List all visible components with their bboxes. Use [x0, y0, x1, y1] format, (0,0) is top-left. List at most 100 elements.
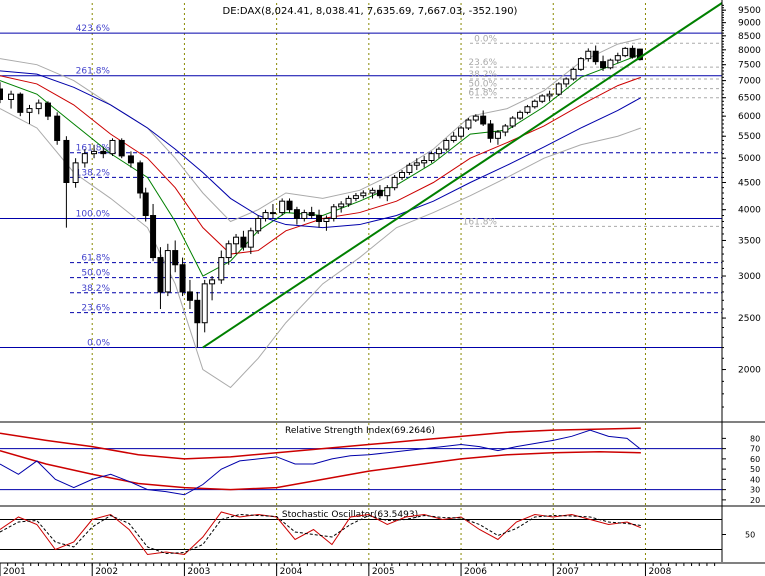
y-tick-label: 9000 — [738, 19, 761, 29]
rsi-y-tick-label: 60 — [750, 455, 760, 464]
y-tick-label: 7500 — [738, 61, 761, 71]
x-tick-label: 2004 — [280, 567, 303, 576]
candle-body — [293, 209, 300, 219]
candle-body — [406, 164, 413, 173]
candle-body — [428, 153, 435, 162]
candle-body — [201, 283, 208, 324]
candle-body — [352, 195, 359, 199]
candle-body — [384, 187, 391, 197]
y-tick-label: 6500 — [738, 94, 761, 104]
candle-body — [502, 125, 509, 133]
candle-body — [443, 139, 450, 150]
candle-body — [570, 68, 577, 80]
candle-body — [391, 176, 398, 189]
moving-average-line — [0, 75, 642, 255]
main-panel: 0.0%23.6%38.2%50.0%61.8%100.0%138.2%161.… — [0, 0, 765, 564]
candle-body — [509, 117, 516, 127]
candle-body — [301, 212, 308, 219]
candle-body — [585, 50, 592, 60]
candle-body — [44, 102, 51, 117]
candle-body — [487, 123, 494, 139]
rsi-band-line — [0, 449, 641, 491]
fib-level-label: 423.6% — [76, 24, 111, 34]
x-tick-label: 2008 — [648, 567, 671, 576]
stochastic-title: Stochastic Oscillator(63.5493) — [282, 510, 418, 520]
fib-level-label: 50.0% — [81, 269, 110, 279]
candle-body — [563, 78, 570, 85]
y-tick-label: 6000 — [738, 112, 761, 122]
fib-level-label: 261.8% — [76, 67, 111, 77]
candle-body — [8, 93, 15, 100]
rsi-band-line — [0, 427, 641, 460]
candle-body — [63, 139, 70, 184]
candle-body — [17, 93, 24, 113]
candle-body — [209, 279, 216, 285]
moving-average-line — [0, 53, 642, 277]
candle-body — [286, 200, 293, 211]
fib-level-label: 0.0% — [87, 339, 110, 349]
rsi-y-tick-label: 80 — [750, 434, 760, 443]
x-axis: 2001 2002 2003 2004 2005 2006 2007 2008 — [0, 562, 722, 576]
rsi-y-tick-label: 50 — [750, 465, 760, 474]
candle-body — [72, 162, 79, 184]
rsi-y-tick-label: 20 — [750, 496, 760, 505]
candle-body — [233, 236, 240, 245]
candle-body — [465, 119, 472, 129]
candle-body — [636, 48, 643, 61]
candle-body — [142, 192, 149, 217]
candle-body — [194, 299, 201, 324]
candle-body — [546, 93, 553, 97]
candle-body — [607, 59, 614, 69]
candle-body — [81, 153, 88, 164]
y-tick-label: 8500 — [738, 32, 761, 42]
candle-body — [323, 217, 330, 223]
fib-upper-label: 61.8% — [468, 89, 497, 99]
candle-body — [458, 127, 465, 137]
fib-level-label: 138.2% — [76, 168, 111, 178]
candle-body — [524, 106, 531, 113]
y-tick-label: 5500 — [738, 132, 761, 142]
candle-body — [127, 155, 134, 164]
rsi-y-tick-label: 40 — [750, 475, 760, 484]
candle-body — [592, 50, 599, 63]
fib-level-label: 23.6% — [81, 304, 110, 314]
candle-body — [345, 197, 352, 205]
candle-body — [109, 139, 116, 155]
candle-body — [172, 250, 179, 266]
candle-body — [164, 250, 171, 293]
x-tick-label: 2006 — [464, 567, 487, 576]
trendline — [202, 2, 723, 349]
candle-body — [629, 47, 636, 58]
candle-body — [316, 215, 323, 223]
candle-body — [577, 58, 584, 70]
y-tick-label: 2000 — [738, 366, 761, 376]
rsi-panel: Relative Strength Index(69.2646) 80 706050… — [0, 426, 760, 505]
candle-body — [376, 189, 383, 197]
candle-body — [118, 139, 125, 157]
y-tick-label: 7000 — [738, 77, 761, 87]
candle-body — [360, 192, 367, 197]
candle-body — [480, 115, 487, 125]
y-tick-label: 4000 — [738, 206, 761, 216]
candle-body — [247, 230, 254, 248]
x-tick-label: 2005 — [372, 567, 395, 576]
candle-body — [517, 111, 524, 119]
candle-body — [600, 61, 607, 69]
candle-body — [26, 108, 33, 113]
candle-body — [0, 88, 3, 100]
stochastic-panel: Stochastic Oscillator(63.5493) 50 — [0, 510, 755, 556]
chart-title: DE:DAX(8,024.41, 8,038.41, 7,635.69, 7,6… — [223, 6, 518, 17]
stochastic-d-line — [0, 513, 641, 555]
candle-body — [399, 171, 406, 178]
candle-body — [330, 206, 337, 219]
candle-body — [308, 212, 315, 217]
candle-body — [91, 150, 98, 155]
candle-body — [225, 243, 232, 259]
candle-body — [279, 200, 286, 214]
fib-level-label: 61.8% — [81, 254, 110, 264]
x-tick-label: 2002 — [95, 567, 118, 576]
candle-body — [157, 257, 164, 293]
fib-level-label: 38.2% — [81, 284, 110, 294]
fib-upper-label: 50.0% — [468, 80, 497, 90]
stochastic-y-tick-label: 50 — [745, 531, 755, 540]
